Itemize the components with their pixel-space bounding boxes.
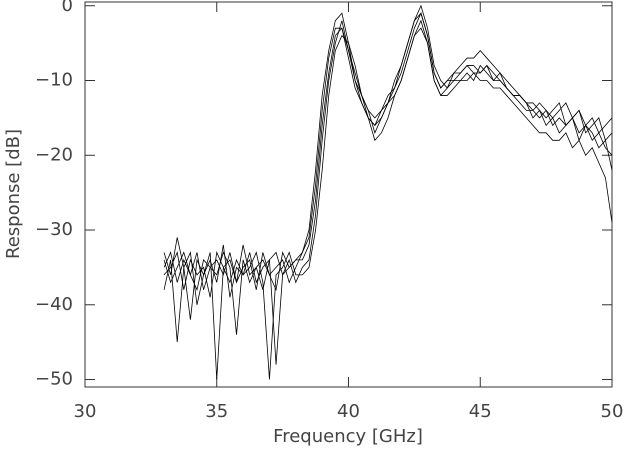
response-line [163,19,613,365]
y-tick-label: −30 [35,219,73,240]
x-tick-label: 50 [601,401,624,422]
x-tick-label: 30 [74,401,97,422]
y-tick-label: −40 [35,294,73,315]
x-tick-label: 40 [337,401,360,422]
response-line [163,12,613,290]
x-axis-label: Frequency [GHz] [273,426,423,447]
y-tick-label: 0 [62,0,73,16]
response-line [163,4,613,380]
y-axis-label: Response [dB] [3,129,24,259]
y-tick-label: −20 [35,144,73,165]
y-tick-label: −10 [35,69,73,90]
response-line [163,27,613,380]
x-tick-label: 35 [205,401,228,422]
y-tick-label: −50 [35,369,73,390]
x-tick-label: 45 [469,401,492,422]
response-line [163,12,613,335]
